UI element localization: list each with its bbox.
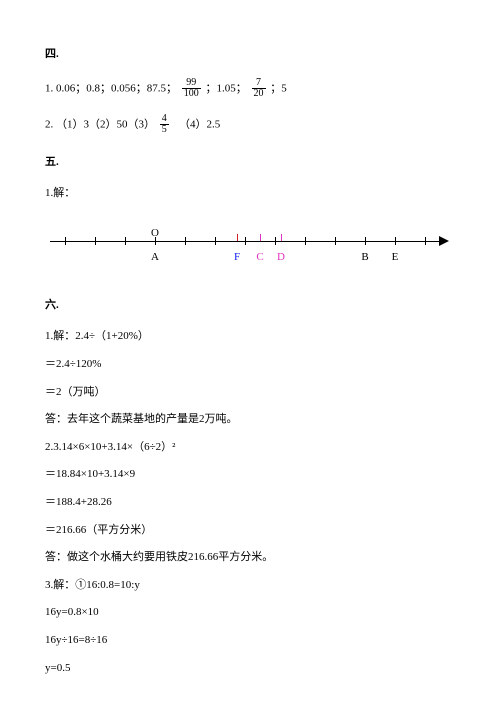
frac-den: 20 bbox=[252, 89, 266, 100]
numline-label: A bbox=[151, 249, 159, 267]
numline-label: C bbox=[256, 249, 263, 267]
s4-q2-line: 2. （1）3（2）50（3） 4 5 （4）2.5 bbox=[45, 114, 455, 136]
tick bbox=[365, 237, 366, 245]
tick bbox=[425, 237, 426, 245]
s4-q1-a: 0.06；0.8；0.056；87.5； bbox=[56, 82, 177, 94]
frac-den: 5 bbox=[160, 125, 169, 136]
tick bbox=[335, 237, 336, 245]
tick bbox=[395, 237, 396, 245]
solution-line: ＝216.66（平方分米） bbox=[45, 522, 455, 540]
numline-label: O bbox=[151, 225, 159, 243]
tick bbox=[95, 237, 96, 245]
s4-q1-frac1: 99 100 bbox=[182, 78, 201, 100]
s4-q1-line: 1. 0.06；0.8；0.056；87.5； 99 100 ；1.05； 7 … bbox=[45, 78, 455, 100]
solution-line: ＝2（万吨） bbox=[45, 384, 455, 402]
numline-label: B bbox=[361, 249, 368, 267]
solution-line: 2.3.14×6×10+3.14×（6÷2）² bbox=[45, 439, 455, 457]
numline-label: D bbox=[277, 249, 285, 267]
tick bbox=[245, 237, 246, 245]
s4-q1-sep2: ；5 bbox=[270, 82, 287, 94]
point-tick bbox=[281, 234, 282, 241]
solution-line: 1.解：2.4÷（1+20%） bbox=[45, 328, 455, 346]
numline-label: F bbox=[234, 249, 240, 267]
tick bbox=[185, 237, 186, 245]
solution-line: 答：做这个水桶大约要用铁皮216.66平方分米。 bbox=[45, 549, 455, 567]
solution-line: 16y=0.8×10 bbox=[45, 604, 455, 622]
s5-q1: 1.解： bbox=[45, 185, 455, 203]
solution-line: 答：去年这个蔬菜基地的产量是2万吨。 bbox=[45, 411, 455, 429]
section-6-body: 1.解：2.4÷（1+20%） ＝2.4÷120% ＝2（万吨） 答：去年这个蔬菜基地… bbox=[45, 328, 455, 677]
tick bbox=[215, 237, 216, 245]
point-tick bbox=[260, 234, 261, 241]
solution-line: 3.解：①16:0.8=10:y bbox=[45, 577, 455, 595]
tick bbox=[125, 237, 126, 245]
s4-q1-frac2: 7 20 bbox=[252, 78, 266, 100]
page: 四. 1. 0.06；0.8；0.056；87.5； 99 100 ；1.05；… bbox=[0, 0, 500, 707]
section-4-title: 四. bbox=[45, 46, 455, 64]
section-5-title: 五. bbox=[45, 154, 455, 172]
s4-q2-prefix: 2. （1）3（2）50（3） bbox=[45, 118, 155, 130]
s4-q2-suffix: （4）2.5 bbox=[174, 118, 221, 130]
numline-label: E bbox=[392, 249, 399, 267]
tick bbox=[65, 237, 66, 245]
solution-line: ＝188.4+28.26 bbox=[45, 494, 455, 512]
tick bbox=[305, 237, 306, 245]
s4-q1-sep1: ；1.05； bbox=[206, 82, 247, 94]
solution-line: ＝18.84×10+3.14×9 bbox=[45, 466, 455, 484]
section-6-title: 六. bbox=[45, 297, 455, 315]
solution-line: 16y÷16=8÷16 bbox=[45, 632, 455, 650]
frac-den: 100 bbox=[182, 89, 201, 100]
number-line: OA FCD B E bbox=[45, 223, 445, 271]
solution-line: ＝2.4÷120% bbox=[45, 356, 455, 374]
point-tick bbox=[237, 234, 238, 241]
s4-q2-frac: 4 5 bbox=[160, 114, 169, 136]
arrowhead-icon bbox=[439, 236, 449, 246]
s4-q1-prefix: 1. bbox=[45, 82, 53, 94]
tick bbox=[275, 237, 276, 245]
solution-line: y=0.5 bbox=[45, 660, 455, 678]
